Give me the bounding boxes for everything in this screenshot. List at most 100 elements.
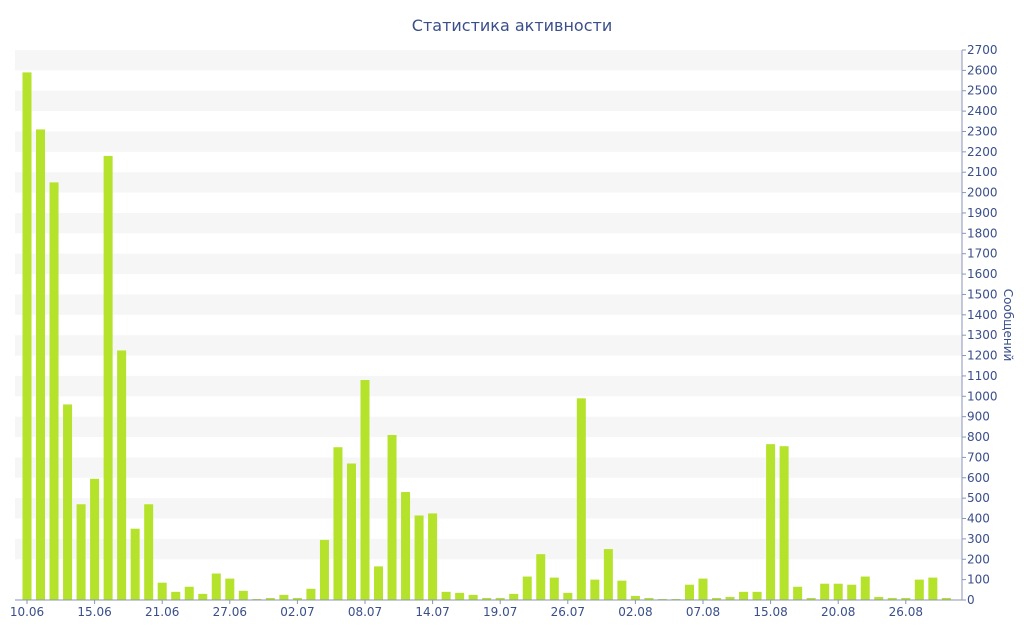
y-tick-label: 1100: [967, 369, 998, 383]
x-tick-label: 26.07: [551, 605, 585, 619]
bar: [279, 594, 289, 600]
bar: [130, 528, 140, 600]
y-tick-label: 1400: [967, 308, 998, 322]
bar: [319, 539, 329, 600]
y-tick-label: 200: [967, 552, 990, 566]
y-tick-label: 300: [967, 532, 990, 546]
bar: [441, 591, 451, 600]
bar-series: [22, 72, 951, 601]
bar: [117, 350, 127, 600]
bar: [238, 590, 248, 600]
x-tick-label: 26.08: [889, 605, 923, 619]
bar: [455, 592, 465, 600]
grid-band: [15, 131, 962, 152]
grid-band: [15, 498, 962, 519]
y-axis: 0 100 200 300 400 500 600 700 800 900 1000 1100 1200…: [961, 43, 998, 607]
bar: [76, 504, 86, 600]
bar: [225, 578, 235, 600]
y-tick-label: 1700: [967, 247, 998, 261]
y-tick-label: 2200: [967, 145, 998, 159]
grid-bands: [15, 50, 962, 560]
bar: [793, 586, 803, 600]
grid-band: [15, 253, 962, 275]
grid-band: [15, 416, 962, 438]
bar: [887, 597, 897, 600]
grid-band: [15, 90, 962, 112]
bar: [590, 579, 600, 600]
bar: [103, 155, 113, 601]
x-tick-label: 02.08: [618, 605, 652, 619]
bar: [306, 588, 316, 600]
bar: [346, 463, 356, 600]
bar: [211, 573, 221, 600]
x-tick-label: 02.07: [280, 605, 314, 619]
bar: [36, 129, 46, 600]
bar: [914, 579, 924, 600]
bar: [671, 598, 681, 600]
y-tick-label: 700: [967, 450, 990, 464]
grid-band: [15, 50, 962, 71]
chart-title: Статистика активности: [412, 16, 612, 35]
y-axis-label: Сообщений: [1001, 289, 1015, 362]
bar: [509, 593, 519, 600]
y-tick-label: 900: [967, 410, 990, 424]
bar: [820, 583, 830, 600]
bar: [806, 597, 816, 600]
y-tick-label: 800: [967, 430, 990, 444]
x-tick-label: 15.08: [753, 605, 787, 619]
bar: [617, 580, 627, 600]
bar: [603, 549, 613, 600]
y-tick-label: 2500: [967, 84, 998, 98]
bar: [414, 515, 424, 600]
bar: [333, 447, 343, 600]
x-tick-label: 19.07: [483, 605, 517, 619]
y-tick-label: 2400: [967, 104, 998, 118]
grid-band: [15, 538, 962, 560]
bar: [874, 596, 884, 600]
bar: [184, 586, 194, 600]
bar: [49, 182, 59, 600]
bar: [157, 582, 167, 600]
bar: [428, 513, 438, 600]
bar: [63, 404, 73, 600]
bar: [725, 596, 735, 600]
bar: [941, 597, 951, 600]
bar: [90, 478, 100, 600]
bar: [630, 595, 640, 600]
bar: [684, 584, 694, 600]
grid-band: [15, 335, 962, 356]
bar: [779, 446, 789, 600]
bar: [22, 72, 32, 600]
x-tick-label: 27.06: [213, 605, 247, 619]
bar: [374, 566, 384, 600]
y-tick-label: 1200: [967, 349, 998, 363]
bar: [252, 598, 262, 600]
grid-band: [15, 294, 962, 315]
y-tick-label: 400: [967, 512, 990, 526]
bar: [198, 593, 208, 600]
y-tick-label: 1300: [967, 328, 998, 342]
grid-band: [15, 375, 962, 397]
y-tick-label: 2100: [967, 165, 998, 179]
y-tick-label: 100: [967, 573, 990, 587]
bar: [644, 597, 654, 600]
bar: [712, 597, 722, 600]
bar: [698, 578, 708, 600]
bar: [522, 576, 532, 600]
y-tick-label: 600: [967, 471, 990, 485]
y-tick-label: 500: [967, 491, 990, 505]
x-tick-label: 10.06: [10, 605, 44, 619]
bar: [171, 591, 181, 600]
bar: [265, 597, 275, 600]
y-tick-label: 2700: [967, 43, 998, 57]
bar: [860, 576, 870, 600]
y-tick-label: 2600: [967, 63, 998, 77]
bar: [847, 584, 857, 600]
bar: [401, 492, 411, 600]
bar: [739, 591, 749, 600]
x-tick-label: 15.06: [77, 605, 111, 619]
bar: [576, 398, 586, 600]
grid-band: [15, 172, 962, 193]
x-tick-label: 21.06: [145, 605, 179, 619]
